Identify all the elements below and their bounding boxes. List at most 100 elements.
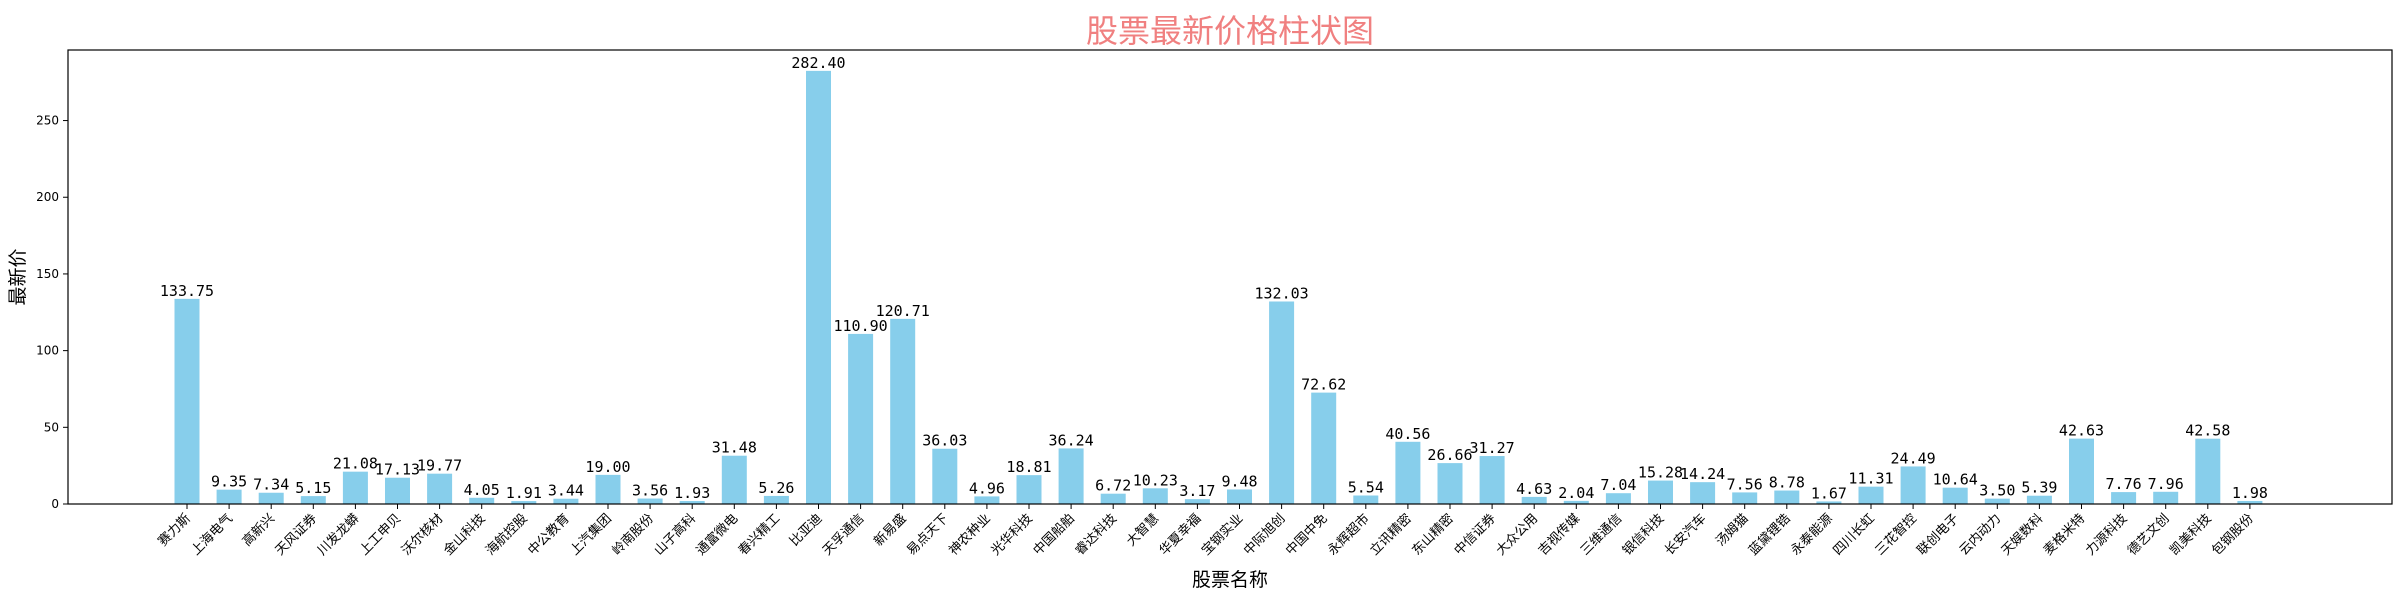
y-tick-label: 250 [36,114,59,128]
bar-value-label: 19.00 [585,458,630,476]
plot-frame [67,49,2393,505]
x-tick-label: 永辉超市 [1325,511,1373,559]
bar-42 [1942,487,1968,504]
x-tick-label: 三维通信 [1578,511,1625,558]
bar-40 [1858,486,1884,504]
bar-28 [1353,495,1379,504]
bar-value-label: 18.81 [1006,458,1051,476]
bar-value-label: 7.34 [253,476,289,494]
bar-37 [1732,492,1758,504]
x-tick-label: 汤姆猫 [1713,511,1751,549]
bar-value-label: 15.28 [1638,464,1683,482]
x-axis-label: 股票名称 [1192,569,1268,591]
bar-2 [258,492,284,504]
bar-48 [2195,438,2221,504]
bar-41 [1900,466,1926,504]
x-tick-label: 天娱数科 [1999,511,2046,558]
bar-35 [1648,480,1673,504]
x-tick-label: 金山科技 [440,511,488,559]
bar-6 [427,473,453,504]
bar-value-label: 3.56 [632,482,668,500]
bar-19 [974,496,1000,504]
bar-value-label: 8.78 [1769,474,1805,492]
bar-value-label: 1.91 [506,484,542,502]
bar-value-label: 3.17 [1179,482,1215,500]
bar-value-label: 3.44 [548,482,584,500]
x-tick-label: 大智慧 [1123,511,1162,550]
x-tick-label: 中国中免 [1283,511,1330,558]
y-tick-label: 100 [36,344,59,358]
bar-18 [932,448,958,504]
bar-25 [1227,489,1252,504]
bar-value-label: 282.40 [791,54,845,72]
x-tick-label: 赛力斯 [155,511,194,550]
bar-value-label: 24.49 [1891,449,1936,467]
bar-27 [1311,392,1337,504]
x-tick-label: 东山精密 [1409,511,1457,559]
x-tick-label: 三花智控 [1872,511,1920,559]
bar-value-label: 21.08 [333,455,378,473]
bar-45 [2069,438,2094,504]
x-tick-label: 睿达科技 [1073,511,1120,558]
x-tick-label: 立讯精密 [1367,511,1415,559]
bar-value-label: 132.03 [1255,284,1309,302]
x-tick-label: 天风证券 [272,511,320,559]
bar-value-label: 40.56 [1385,425,1430,443]
bar-value-label: 4.63 [1516,480,1552,498]
x-tick-label: 天孚通信 [820,511,867,558]
x-tick-label: 凯美科技 [2167,511,2214,558]
bar-31 [1479,456,1505,504]
x-tick-label: 力源科技 [2083,511,2130,558]
bar-value-label: 10.23 [1133,471,1178,489]
x-tick-label: 银信科技 [1620,511,1667,558]
bar-value-label: 26.66 [1427,446,1472,464]
bar-16 [848,333,874,504]
bar-29 [1395,441,1421,504]
bar-3 [300,496,326,504]
x-tick-label: 云内动力 [1956,511,2004,559]
bar-13 [721,455,747,504]
x-tick-label: 永泰能源 [1788,511,1835,558]
bar-value-label: 2.04 [1558,484,1594,502]
bar-value-label: 36.24 [1049,431,1094,449]
x-tick-label: 长安汽车 [1661,511,1709,559]
x-tick-label: 比亚迪 [787,511,825,549]
x-tick-label: 新易盛 [871,511,910,550]
x-tick-label: 中信证券 [1451,511,1499,559]
bar-value-label: 110.90 [834,317,888,335]
bar-20 [1016,475,1042,504]
x-tick-label: 川发龙蟒 [314,511,362,559]
bar-value-label: 11.31 [1848,470,1893,488]
bar-value-label: 7.76 [2106,475,2142,493]
bar-value-label: 5.54 [1348,479,1384,497]
bar-value-label: 14.24 [1680,465,1725,483]
bar-value-label: 1.98 [2232,484,2268,502]
bar-value-label: 5.15 [295,479,331,497]
bar-15 [806,70,831,504]
x-tick-label: 上汽集团 [567,511,615,559]
bar-9 [553,498,579,504]
bar-44 [2026,495,2052,504]
x-tick-label: 联创电子 [1915,511,1962,558]
bar-value-label: 72.62 [1301,376,1346,394]
bar-47 [2153,491,2179,504]
bar-value-label: 9.48 [1221,472,1257,490]
x-tick-label: 山子高科 [651,511,699,559]
bar-33 [1563,500,1589,504]
bar-value-label: 36.03 [922,432,967,450]
x-tick-label: 德艺文创 [2125,511,2172,558]
bar-21 [1058,448,1084,504]
bar-8 [511,501,537,504]
y-axis: 0 50 100 150 200 250 [36,114,68,511]
x-tick-label: 中公教育 [525,511,573,559]
y-axis-label: 最新价 [7,248,29,305]
bar-value-label: 3.50 [1979,482,2015,500]
x-tick-label: 高新兴 [239,511,278,550]
bar-value-label: 31.27 [1470,439,1515,457]
bar-1 [216,489,242,504]
chart-title: 股票最新价格柱状图 [1086,12,1374,50]
x-tick-label: 光华科技 [988,511,1035,558]
